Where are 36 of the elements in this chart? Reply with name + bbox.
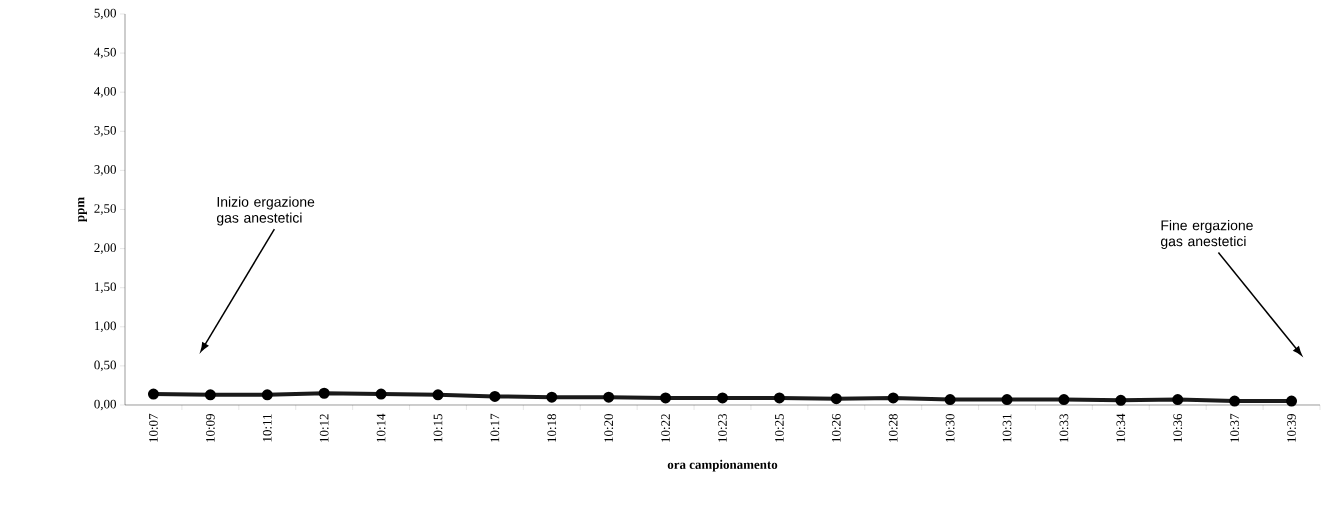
- y-tick-label: 3,00: [94, 165, 116, 176]
- annotation: Fine ergazione gas anestetici: [1160, 220, 1253, 249]
- y-tick-label: 2,00: [94, 243, 116, 254]
- x-tick-label: 10:17: [490, 413, 500, 442]
- y-tick-label: 2,50: [94, 204, 116, 215]
- y-tick-label: 3,50: [94, 125, 116, 137]
- y-tick-label: 1,00: [94, 321, 116, 333]
- x-tick-label: 10:18: [547, 414, 557, 442]
- x-tick-label: 10:14: [376, 413, 386, 442]
- x-tick-label: 10:37: [1230, 413, 1240, 442]
- x-tick-label: 10:23: [718, 414, 727, 442]
- x-tick-label: 10:31: [1002, 414, 1012, 442]
- x-tick-label: 10:36: [1173, 413, 1183, 442]
- y-axis-title: ppm: [78, 197, 87, 222]
- y-tick-label: 1,50: [94, 282, 116, 293]
- x-tick-label: 10:07: [149, 413, 158, 442]
- x-tick-label: 10:20: [604, 414, 614, 442]
- x-tick-label: 10:11: [262, 414, 272, 442]
- x-tick-label: 10:39: [1287, 414, 1296, 442]
- y-tick-label: 4,50: [94, 47, 116, 59]
- x-tick-label: 10:09: [205, 414, 215, 442]
- y-tick-label: 5,00: [94, 8, 116, 20]
- annotation: Inizio ergazione gas anestetici: [216, 196, 315, 226]
- x-tick-label: 10:25: [775, 414, 784, 442]
- x-axis-title: ora campionamento: [667, 459, 778, 472]
- x-tick-label: 10:34: [1116, 413, 1126, 442]
- y-tick-label: 0,00: [94, 399, 116, 411]
- y-tick-label: 4,00: [94, 86, 116, 98]
- x-tick-label: 10:12: [319, 414, 329, 442]
- x-tick-label: 10:30: [945, 414, 955, 442]
- x-tick-label: 10:26: [831, 413, 841, 442]
- x-tick-label: 10:28: [888, 414, 898, 442]
- x-tick-label: 10:33: [1059, 414, 1069, 442]
- y-tick-label: 0,50: [94, 360, 116, 372]
- x-tick-label: 10:15: [433, 414, 443, 442]
- x-tick-label: 10:22: [661, 414, 670, 442]
